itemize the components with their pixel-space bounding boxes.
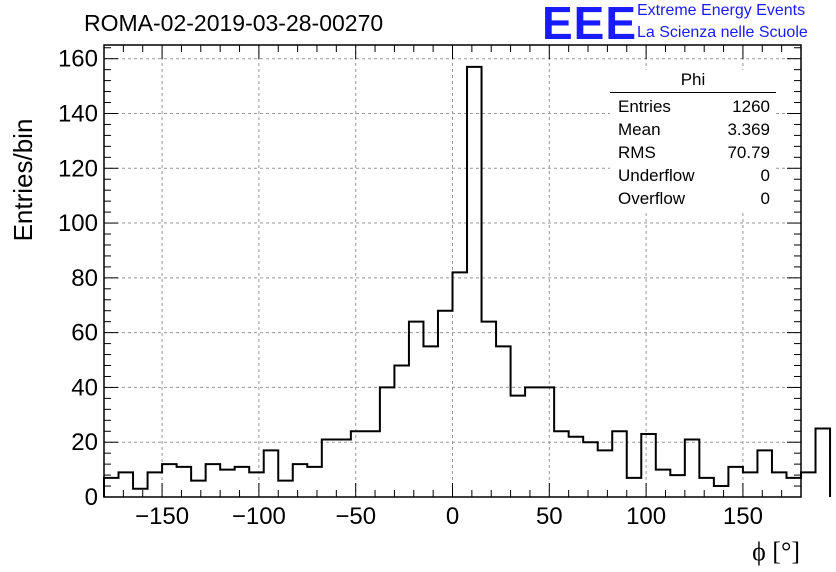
x-axis-label: ϕ [°] [752,537,800,566]
histogram-bin [612,431,627,497]
histogram-bin [307,467,322,497]
histogram-bin [148,472,163,497]
tick-labels: −150 −100 −50 0 50 100 150 0 20 40 60 80 100 120 140 16… [58,46,763,530]
stats-row-underflow: Underflow 0 [610,164,776,187]
histogram-bin [786,478,801,497]
histogram-bin [728,467,743,497]
stats-label: Overflow [618,189,686,208]
histogram-bin [423,346,438,497]
stats-row-overflow: Overflow 0 [610,187,776,210]
histogram-bin [685,439,700,497]
histogram-bin [569,437,584,497]
histogram-bin [772,472,787,497]
histogram-bin [670,475,685,497]
histogram-bin [235,467,250,497]
histogram-bin [206,464,221,497]
x-tick-label: −50 [335,503,376,530]
histogram-bin [104,478,119,497]
y-tick-label: 120 [58,155,98,182]
stats-label: RMS [618,143,656,162]
histogram-bin [394,366,409,497]
histogram-bin [293,464,308,497]
histogram-bin [365,431,380,497]
y-tick-label: 100 [58,210,98,237]
histogram-bin [699,478,714,497]
y-tick-label: 20 [71,429,98,456]
axes [103,44,802,498]
histogram-bin [816,429,831,497]
x-tick-label: 100 [626,503,666,530]
stats-row-rms: RMS 70.79 [610,141,776,164]
histogram-bars [103,65,832,497]
histogram-bin [133,489,148,497]
eee-logo: EEE [542,0,638,49]
y-tick-label: 140 [58,100,98,127]
histogram-bin [656,470,671,497]
histogram-bin [598,450,613,497]
y-tick-label: 0 [85,484,98,511]
histogram-bin [511,396,526,497]
y-tick-label: 80 [71,265,98,292]
histogram-bin [554,431,569,497]
stats-label: Mean [618,120,661,139]
x-tick-label: −100 [232,503,286,530]
stats-value: 3.369 [727,120,770,139]
y-tick-label: 60 [71,320,98,347]
histogram-bin [453,272,468,497]
histogram-bin [438,311,453,497]
histogram-bin [162,464,177,497]
stats-row-mean: Mean 3.369 [610,118,776,141]
histogram-bin [278,481,293,497]
stats-label: Entries [618,97,671,116]
histogram-bin [583,442,598,497]
x-tick-label: 0 [446,503,459,530]
histogram-bin [264,450,279,497]
stats-box: Phi Entries 1260 Mean 3.369 RMS 70.79 Under… [610,70,776,210]
logo-tagline-1: Extreme Energy Events [637,2,806,19]
histogram-bin [714,486,729,497]
stats-label: Underflow [618,166,695,185]
histogram-outline [103,65,832,497]
histogram-bin [322,439,337,497]
x-tick-label: −150 [135,503,189,530]
histogram-bin [757,450,772,497]
stats-title: Phi [610,70,776,93]
stats-row-entries: Entries 1260 [610,95,776,118]
histogram-bin [482,322,497,497]
x-tick-label: 150 [723,503,763,530]
stats-value: 0 [760,189,770,208]
stats-value: 1260 [732,97,770,116]
histogram-bin [177,467,192,497]
histogram-bin [540,387,555,497]
histogram-bin [119,472,134,497]
histogram-bin [336,439,351,497]
histogram-bin [220,470,235,497]
histogram-bin [801,472,816,497]
y-tick-label: 40 [71,374,98,401]
histogram-bin [641,434,656,497]
stats-value: 0 [760,166,770,185]
logo-tagline-2: La Scienza nelle Scuole [637,24,808,41]
histogram-bin [409,322,424,497]
histogram-bin [743,472,758,497]
x-tick-label: 50 [536,503,563,530]
histogram-bin [627,478,642,497]
y-axis-label: Entries/bin [8,119,38,242]
histogram-bin [467,67,482,497]
chart-title: ROMA-02-2019-03-28-00270 [84,10,384,36]
histogram-bin [191,481,206,497]
stats-value: 70.79 [727,143,770,162]
histogram-bin [496,346,511,497]
histogram-bin [249,472,264,497]
histogram-bin [351,431,366,497]
y-tick-label: 160 [58,46,98,73]
